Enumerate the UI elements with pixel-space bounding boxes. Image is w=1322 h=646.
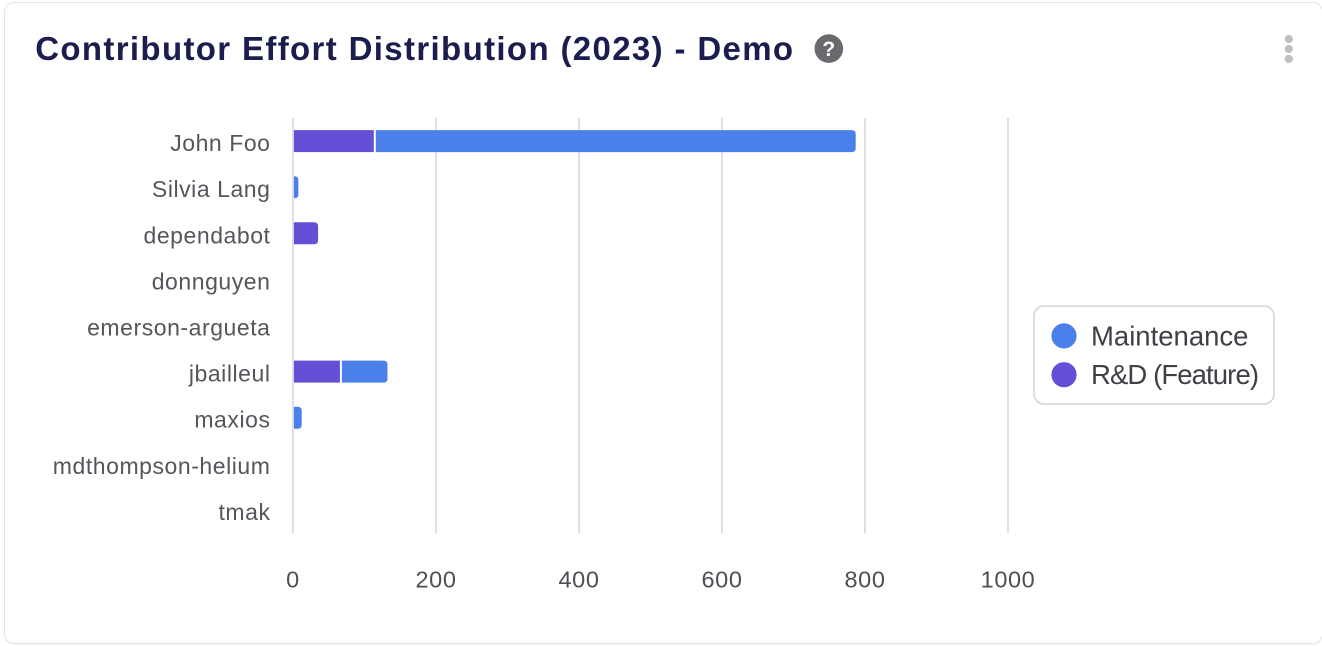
svg-text:200: 200: [415, 567, 456, 593]
svg-text:tmak: tmak: [218, 499, 270, 525]
svg-text:?: ?: [822, 38, 835, 61]
svg-text:John Foo: John Foo: [170, 130, 270, 156]
svg-text:0: 0: [286, 567, 300, 593]
svg-text:maxios: maxios: [194, 407, 270, 433]
svg-text:Silvia Lang: Silvia Lang: [152, 176, 271, 202]
svg-text:400: 400: [558, 567, 599, 593]
svg-text:Maintenance: Maintenance: [1091, 320, 1248, 351]
svg-text:dependabot: dependabot: [143, 222, 270, 248]
svg-text:donnguyen: donnguyen: [152, 268, 271, 294]
svg-text:R&D (Feature): R&D (Feature): [1091, 359, 1258, 390]
svg-text:800: 800: [844, 567, 885, 593]
svg-text:1000: 1000: [981, 567, 1036, 593]
svg-text:600: 600: [701, 567, 742, 593]
svg-text:mdthompson-helium: mdthompson-helium: [53, 453, 271, 479]
svg-text:emerson-argueta: emerson-argueta: [87, 315, 270, 341]
svg-text:jbailleul: jbailleul: [188, 361, 271, 387]
